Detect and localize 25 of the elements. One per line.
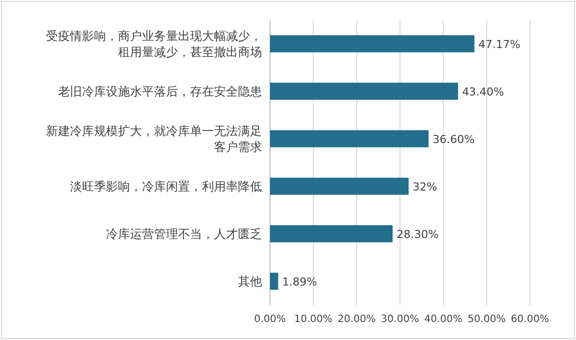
x-tick-label: 40.00% (424, 314, 462, 325)
bar (270, 130, 429, 148)
bar (270, 35, 474, 52)
data-label: 1.89% (282, 275, 318, 288)
x-tick-label: 50.00% (468, 314, 506, 325)
y-tick-label: 其他 (238, 274, 262, 288)
x-tick-label: 10.00% (294, 314, 332, 325)
bar (270, 178, 409, 195)
x-tick-label: 60.00% (510, 314, 550, 325)
y-tick-label: 老旧冷库设施水平落后，存在安全隐患 (58, 84, 262, 98)
y-tick-label: 受疫情影响，商户业务量出现大幅减少，租用量减少，甚至撤出商场 (46, 28, 262, 59)
bar (270, 82, 458, 100)
data-label: 36.60% (432, 132, 475, 146)
data-label: 43.40% (462, 85, 504, 98)
x-tick-label: 30.00% (380, 314, 420, 325)
bar (270, 272, 278, 290)
x-tick-label: 20.00% (338, 314, 376, 325)
data-label: 47.17% (478, 38, 520, 51)
bar (270, 225, 393, 242)
x-tick-label: 0.00% (254, 314, 286, 325)
y-tick-label: 淡旺季影响，冷库闲置，利用率降低 (70, 179, 262, 194)
data-label: 28.30% (396, 228, 439, 241)
y-tick-label: 冷库运营管理不当，人才匮乏 (106, 226, 262, 241)
data-label: 32% (412, 180, 438, 194)
y-tick-label: 新建冷库规模扩大，就冷库单一无法满足客户需求 (46, 124, 262, 154)
